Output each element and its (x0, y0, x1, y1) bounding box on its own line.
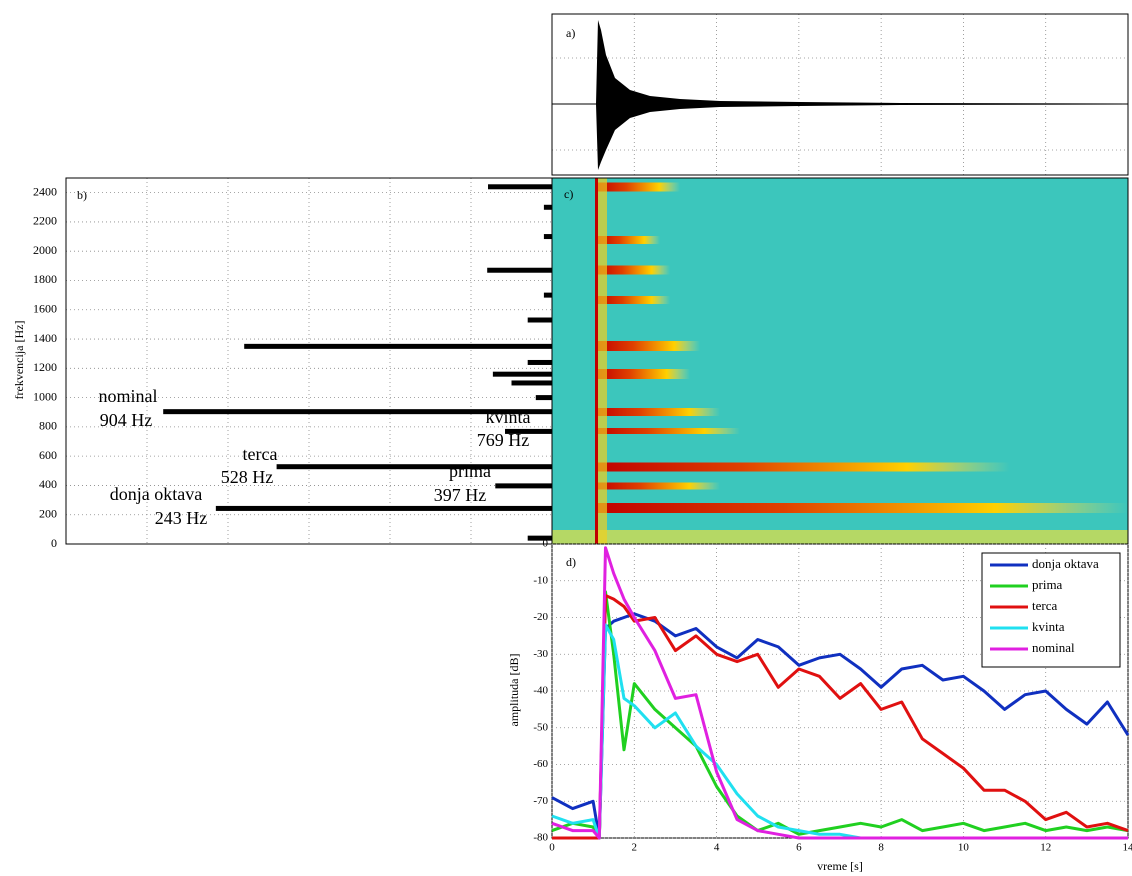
spectrum-bar (535, 395, 552, 401)
spectrogram-band (597, 408, 720, 416)
spectrum-bar (527, 317, 552, 323)
legend-label: donja oktava (1032, 556, 1099, 571)
spectrum-bar (492, 371, 552, 377)
x-tick-label: 14 (1123, 842, 1132, 854)
y-tick-label: 2000 (33, 243, 57, 257)
spectrogram-band (597, 296, 670, 304)
spectrogram-band (597, 341, 700, 351)
spectrum-bar (527, 359, 552, 365)
y-tick-label: 2400 (33, 184, 57, 198)
spectrum-bar (543, 204, 552, 210)
y-tick-label: -30 (533, 648, 548, 660)
x-tick-label: 10 (958, 842, 970, 854)
annotation: 904 Hz (100, 410, 153, 430)
spectrogram-onset (595, 178, 598, 544)
y-tick-label: 800 (39, 419, 57, 433)
spectrum-bar (488, 184, 552, 190)
spectrogram-bands (597, 182, 1128, 513)
annotation: prima (449, 461, 491, 481)
annotation: 769 Hz (477, 430, 530, 450)
y-tick-label: -60 (533, 758, 548, 770)
x-tick-label: 8 (878, 842, 884, 854)
y-tick-label: -50 (533, 721, 548, 733)
spectrum-bar (244, 343, 552, 349)
spectrogram-band (597, 182, 680, 192)
legend-label: prima (1032, 577, 1063, 592)
legend-label: terca (1032, 598, 1057, 613)
y-tick-label: 600 (39, 448, 57, 462)
spectrogram-low-band (552, 530, 1128, 544)
y-tick-label: 200 (39, 506, 57, 520)
annotation: donja oktava (110, 484, 202, 504)
spectrogram-onset-glow (597, 178, 607, 544)
y-tick-label: -10 (533, 574, 548, 586)
annotation: nominal (99, 386, 158, 406)
panel-label: b) (77, 188, 87, 202)
waveform-frame (551, 13, 1129, 176)
panel-label: a) (566, 26, 575, 40)
legend-label: nominal (1032, 640, 1075, 655)
spectrum-bar (511, 380, 552, 386)
spectrogram-band (597, 236, 660, 244)
y-tick-label: 1400 (33, 331, 57, 345)
spectrum-bar (543, 292, 552, 298)
y-tick-label: 2200 (33, 214, 57, 228)
spectrogram-band (597, 482, 720, 490)
y-tick-label: 0 (51, 536, 57, 550)
y-tick-label: 1000 (33, 389, 57, 403)
y-tick-label: -40 (533, 685, 548, 697)
series-line (551, 546, 1128, 840)
series-line (552, 594, 1129, 840)
x-tick-label: 12 (1040, 842, 1051, 854)
spectrum-bar (163, 409, 552, 415)
spectrogram-band (597, 369, 690, 379)
spectrum-bar (215, 505, 552, 511)
y-tick-label: -80 (533, 832, 548, 844)
y-axis-title: amplituda [dB] (507, 654, 521, 727)
spectrum-bar (543, 234, 552, 240)
x-tick-label: 4 (714, 842, 720, 854)
y-axis-title: frekvencija [Hz] (12, 321, 26, 400)
x-tick-label: 0 (549, 842, 555, 854)
panel-label: d) (566, 555, 576, 569)
spectrogram-band (597, 503, 1128, 513)
x-tick-label: 2 (632, 842, 638, 854)
waveform-panel (552, 14, 1128, 175)
y-tick-label: 400 (39, 477, 57, 491)
annotation: 397 Hz (434, 485, 487, 505)
spectrogram-band (597, 265, 670, 275)
y-tick-label: 1800 (33, 272, 57, 286)
series-line (551, 612, 1130, 840)
annotation: 528 Hz (221, 467, 274, 487)
spectrum-bar (487, 267, 552, 273)
y-tick-label: 1200 (33, 360, 57, 374)
spectrum-bar (495, 483, 552, 489)
spectrogram-band (597, 462, 1010, 472)
panel-label: c) (564, 187, 573, 201)
legend-label: kvinta (1032, 619, 1065, 634)
spectrum-bar (276, 464, 552, 470)
annotation: terca (243, 444, 278, 464)
spectrogram-band (597, 428, 740, 434)
x-axis-title: vreme [s] (817, 859, 863, 873)
spectrum-bar (527, 535, 552, 541)
y-tick-label: -20 (533, 611, 548, 623)
annotation: kvinta (486, 407, 531, 427)
y-tick-label: 1600 (33, 302, 57, 316)
y-tick-label: -70 (533, 795, 548, 807)
y-tick-label: 0 (543, 538, 549, 550)
annotation: 243 Hz (155, 508, 208, 528)
x-tick-label: 6 (796, 842, 802, 854)
spectrum-bar (505, 428, 552, 434)
